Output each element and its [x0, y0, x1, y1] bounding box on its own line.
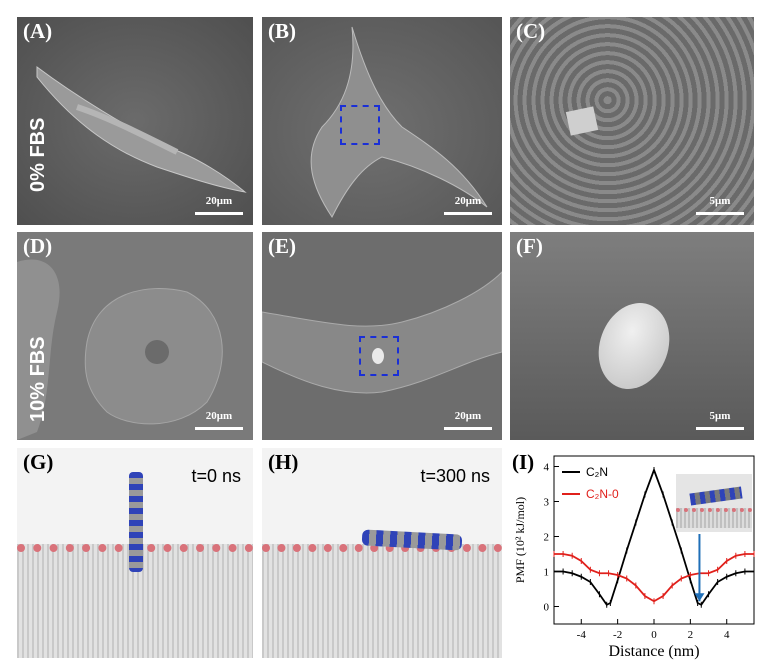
nanosheet	[129, 472, 143, 572]
inset-bilayer	[676, 508, 752, 528]
panel-d: (D) 10% FBS 20μm	[17, 232, 253, 440]
scale-text: 5μm	[709, 410, 731, 422]
panel-i: -4 -2 0 2 4 0 1 2 3 4 Distance (nm) PMF (10² kJ/mol…	[510, 448, 760, 668]
chart-inset	[676, 474, 752, 532]
panel-label: (B)	[268, 19, 296, 43]
panel-label: (F)	[516, 234, 543, 258]
panel-c: (C) 5μm	[510, 17, 754, 225]
scale-text: 20μm	[454, 410, 482, 422]
x-tick-label: 4	[724, 629, 730, 641]
y-tick-label: 4	[544, 462, 550, 474]
scale-bar: 5μm	[696, 410, 744, 432]
particle	[565, 106, 599, 136]
y-tick-label: 3	[544, 497, 550, 509]
cell-shape	[36, 66, 247, 193]
panel-label: (E)	[268, 234, 296, 258]
zoom-box	[359, 336, 399, 376]
panel-label: (H)	[268, 450, 299, 474]
x-tick-label: 2	[688, 629, 694, 641]
particle	[587, 293, 681, 399]
panel-label: (D)	[23, 234, 53, 258]
zoom-box	[340, 105, 380, 145]
panel-label: (G)	[23, 450, 54, 474]
scale-line	[195, 427, 243, 430]
y-tick-label: 0	[544, 602, 550, 614]
scale-bar: 20μm	[195, 410, 243, 432]
cell-shape	[310, 26, 488, 218]
scale-line	[696, 427, 744, 430]
y-tick-label: 1	[544, 567, 550, 579]
scale-line	[696, 212, 744, 215]
pmf-chart: -4 -2 0 2 4 0 1 2 3 4 Distance (nm) PMF (10² kJ/mol…	[513, 455, 755, 660]
scale-bar: 5μm	[696, 195, 744, 217]
panel-label: (I)	[512, 450, 535, 474]
y-tick-label: 2	[544, 532, 550, 544]
particle	[372, 348, 384, 364]
x-tick-label: 0	[651, 629, 657, 641]
panel-a: (A) 0% FBS 20μm	[17, 17, 253, 225]
scale-line	[444, 427, 492, 430]
arrow-head	[694, 593, 705, 602]
panel-label: (A)	[23, 19, 53, 43]
panel-g: (G) t=0 ns	[17, 448, 253, 658]
lipid-bilayer	[262, 544, 502, 658]
scale-text: 20μm	[205, 195, 233, 207]
scale-text: 20μm	[454, 195, 482, 207]
scale-text: 20μm	[205, 410, 233, 422]
scale-bar: 20μm	[444, 410, 492, 432]
scale-text: 5μm	[709, 195, 731, 207]
legend-label: C₂N-0	[586, 487, 619, 501]
cell-shape	[17, 259, 223, 440]
x-axis-label: Distance (nm)	[608, 643, 699, 660]
legend-label: C₂N	[586, 465, 608, 479]
panel-b: (B) 20μm	[262, 17, 502, 225]
row-label-10fbs: 10% FBS	[27, 336, 49, 422]
time-label: t=300 ns	[420, 466, 490, 486]
panel-f: (F) 5μm	[510, 232, 754, 440]
inset-nanosheet	[689, 486, 743, 506]
scale-line	[444, 212, 492, 215]
scale-line	[195, 212, 243, 215]
time-label: t=0 ns	[191, 466, 241, 486]
x-tick-label: -2	[613, 629, 622, 641]
cell-shape	[262, 271, 502, 394]
scale-bar: 20μm	[195, 195, 243, 217]
scale-bar: 20μm	[444, 195, 492, 217]
x-tick-label: -4	[577, 629, 587, 641]
row-label-0fbs: 0% FBS	[27, 117, 49, 192]
panel-label: (C)	[516, 19, 546, 43]
y-axis-label: PMF (10² kJ/mol)	[513, 497, 527, 583]
panel-e: (E) 20μm	[262, 232, 502, 440]
panel-h: (H) t=300 ns	[262, 448, 502, 658]
